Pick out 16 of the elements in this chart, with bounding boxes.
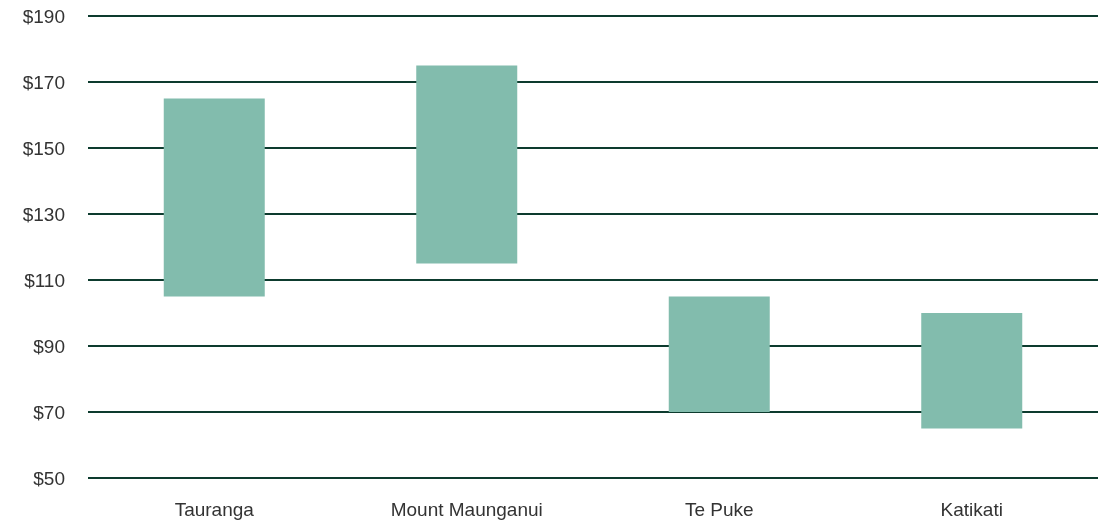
- y-tick-label: $190: [22, 5, 65, 27]
- x-tick-label: Katikati: [940, 499, 1003, 520]
- y-tick-label: $110: [24, 269, 65, 291]
- y-tick-label: $90: [33, 335, 65, 357]
- y-tick-label: $50: [33, 467, 65, 489]
- y-tick-label: $150: [22, 137, 65, 159]
- bar: [163, 98, 265, 297]
- bar: [416, 65, 518, 264]
- x-tick-label: Mount Maunganui: [390, 499, 543, 520]
- bar: [668, 296, 770, 412]
- y-tick-label: $70: [33, 401, 65, 423]
- bar: [921, 313, 1023, 429]
- x-tick-label: Tauranga: [174, 499, 255, 520]
- y-tick-label: $130: [22, 203, 65, 225]
- y-tick-label: $170: [22, 71, 65, 93]
- x-tick-label: Te Puke: [684, 499, 754, 520]
